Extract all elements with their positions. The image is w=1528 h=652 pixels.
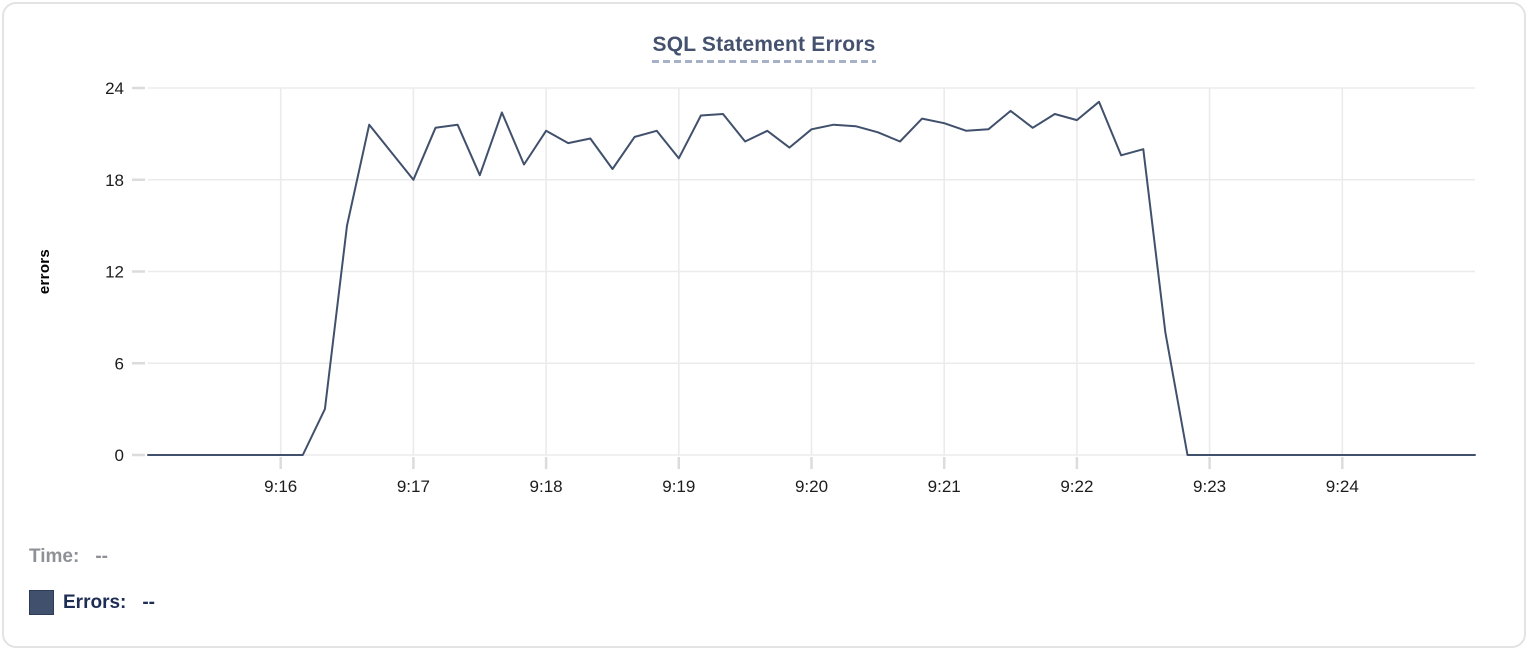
y-tick-label: 24 (105, 79, 124, 98)
x-tick-label: 9:16 (264, 477, 297, 496)
y-tick-label: 12 (105, 263, 124, 282)
x-tick-label: 9:24 (1326, 477, 1359, 496)
x-tick-label: 9:22 (1060, 477, 1093, 496)
x-tick-label: 9:23 (1193, 477, 1226, 496)
time-readout-value: -- (95, 546, 108, 567)
chart-header: SQL Statement Errors (4, 33, 1524, 63)
axis-labels: 0 6 12 18 24 9:16 9:17 9:18 9:19 9:20 9:21 9:22 9:23… (36, 79, 1359, 496)
gridlines (148, 87, 1475, 456)
y-tick-label: 0 (115, 446, 124, 465)
y-axis-title: errors (36, 249, 53, 294)
errors-readout-label: Errors: (63, 591, 127, 613)
errors-legend-row[interactable]: Errors: -- (29, 590, 155, 615)
x-tick-label: 9:17 (397, 477, 430, 496)
y-tick-label: 18 (105, 171, 124, 190)
chart-title[interactable]: SQL Statement Errors (652, 33, 876, 63)
errors-line-series (147, 100, 1476, 456)
errors-readout-value: -- (142, 591, 156, 613)
chart-canvas[interactable]: 0 6 12 18 24 9:16 9:17 9:18 9:19 9:20 9:21 9:22 9:23… (4, 4, 1528, 504)
x-tick-label: 9:19 (662, 477, 695, 496)
time-readout-row: Time: -- (29, 546, 108, 568)
x-tick-label: 9:18 (530, 477, 563, 496)
x-tick-label: 9:20 (795, 477, 828, 496)
time-readout-label: Time: (29, 546, 80, 567)
y-tick-label: 6 (115, 354, 124, 373)
axis-ticks (132, 86, 1344, 469)
x-tick-label: 9:21 (928, 477, 961, 496)
errors-series-swatch[interactable] (29, 590, 54, 615)
